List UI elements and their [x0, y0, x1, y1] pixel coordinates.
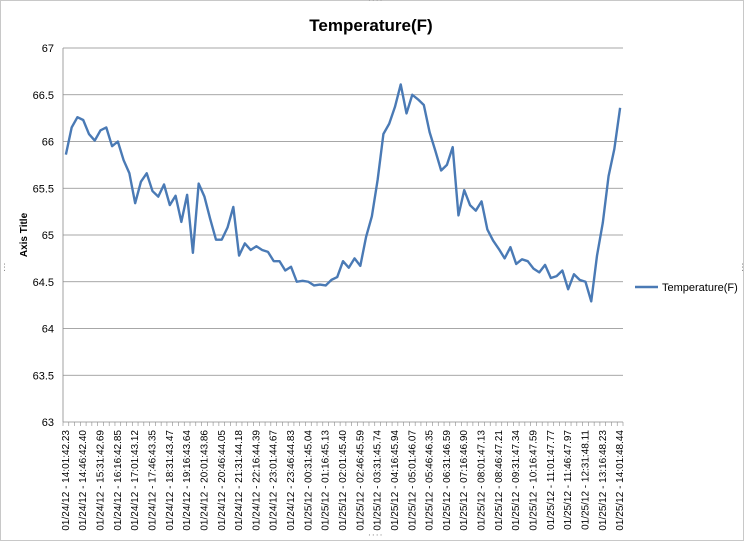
x-tick-label: 01/24/12 - 16:16:42.85	[113, 430, 124, 531]
x-tick-label: 01/24/12 - 22:16:44.39	[251, 430, 262, 531]
x-axis-ticks: 01/24/12 - 14:01:42.23 01/24/12 - 14:46:4…	[61, 422, 626, 531]
x-tick-label: 01/24/12 - 23:46:44.83	[286, 430, 297, 531]
x-tick-label: 01/24/12 - 14:46:42.40	[78, 430, 89, 531]
x-tick-label: 01/24/12 - 20:01:43.86	[199, 430, 210, 531]
y-tick-label: 64.5	[33, 277, 54, 289]
x-tick-label: 01/25/12 - 01:16:45.13	[321, 430, 332, 531]
x-tick-label: 01/24/12 - 23:01:44.67	[269, 430, 280, 531]
y-axis-title: Axis Title	[19, 212, 30, 257]
x-tick-label: 01/25/12 - 12:31:48.11	[580, 430, 591, 530]
x-tick-label: 01/25/12 - 07:16:46.90	[459, 430, 470, 531]
x-tick-label: 01/24/12 - 20:46:44.05	[217, 430, 228, 531]
y-tick-label: 67	[42, 43, 54, 55]
y-tick-label: 63	[42, 417, 54, 429]
x-tick-label: 01/24/12 - 15:31:42.69	[96, 430, 107, 531]
resize-handle-left[interactable]: ⋮	[0, 263, 10, 273]
y-tick-label: 64	[42, 324, 54, 336]
chart-title: Temperature(F)	[309, 16, 432, 35]
x-tick-label: 01/24/12 - 14:01:42.23	[61, 430, 72, 531]
x-tick-label: 01/25/12 - 04:16:45.94	[390, 430, 401, 531]
y-tick-label: 65.5	[33, 183, 54, 195]
x-tick-label: 01/25/12 - 13:16:48.23	[598, 430, 609, 531]
x-tick-label: 01/25/12 - 11:46:47.97	[563, 430, 574, 530]
x-tick-label: 01/25/12 - 08:01:47.13	[477, 430, 488, 531]
y-tick-label: 66	[42, 137, 54, 149]
x-tick-label: 01/25/12 - 05:01:46.07	[407, 430, 418, 531]
x-tick-label: 01/24/12 - 17:01:43.12	[130, 430, 141, 531]
x-tick-label: 01/25/12 - 11:01:47.77	[546, 430, 557, 530]
x-tick-label: 01/24/12 - 18:31:43.47	[165, 430, 176, 531]
x-tick-label: 01/25/12 - 08:46:47.21	[494, 430, 505, 531]
x-tick-label: 01/25/12 - 00:31:45.04	[303, 430, 314, 531]
y-axis-ticks: 63 63.5 64 64.5 65 65.5 66 66.5 67	[33, 43, 54, 429]
x-tick-label: 01/25/12 - 03:31:45.74	[373, 430, 384, 531]
resize-handle-bottom[interactable]: ····	[368, 531, 384, 541]
x-tick-label: 01/24/12 - 21:31:44.18	[234, 430, 245, 531]
y-tick-label: 63.5	[33, 370, 54, 382]
x-tick-label: 01/25/12 - 05:46:46.35	[425, 430, 436, 531]
x-tick-label: 01/24/12 - 17:46:43.35	[147, 430, 158, 531]
legend[interactable]: Temperature(F)	[635, 282, 738, 294]
x-tick-label: 01/25/12 - 09:31:47.34	[511, 430, 522, 531]
x-tick-label: 01/25/12 - 02:01:45.40	[338, 430, 349, 531]
series-lines	[64, 83, 622, 303]
legend-label: Temperature(F)	[662, 282, 738, 294]
x-tick-label: 01/25/12 - 10:16:47.59	[529, 430, 540, 531]
x-tick-label: 01/24/12 - 19:16:43.64	[182, 430, 193, 531]
series-line-temperature[interactable]	[64, 83, 622, 303]
resize-handle-right[interactable]: ⋮	[738, 263, 744, 273]
resize-handle-top[interactable]: ····	[368, 0, 384, 6]
x-tick-label: 01/25/12 - 06:31:46.59	[442, 430, 453, 531]
y-tick-label: 65	[42, 230, 54, 242]
gridlines	[62, 47, 623, 423]
x-tick-label: 01/25/12 - 02:46:45.59	[355, 430, 366, 531]
x-tick-label: 01/25/12 - 14:01:48.44	[615, 430, 626, 531]
y-tick-label: 66.5	[33, 90, 54, 102]
